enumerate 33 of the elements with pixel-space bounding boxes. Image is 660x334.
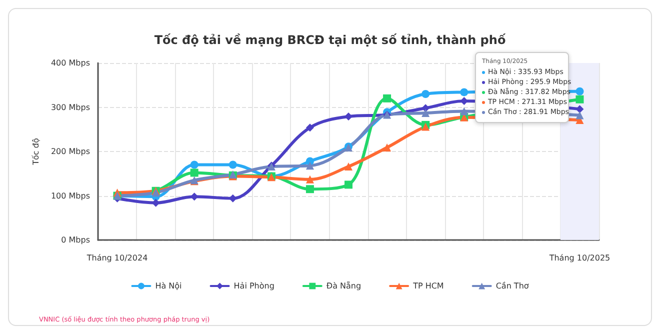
point xyxy=(576,87,584,96)
point xyxy=(306,185,314,194)
point xyxy=(190,168,198,177)
legend-label: Hải Phòng xyxy=(234,282,274,290)
point xyxy=(576,105,584,114)
x-tick-label: Tháng 10/2024 xyxy=(86,254,148,262)
point xyxy=(422,109,430,118)
point xyxy=(460,88,468,96)
point xyxy=(190,160,198,169)
point xyxy=(576,95,584,104)
legend-label: Đà Nẵng xyxy=(326,282,362,290)
chart-title: Tốc độ tải về mạng BRCĐ tại một số tỉnh, thành phố xyxy=(154,33,506,47)
point xyxy=(383,144,392,152)
y-axis-title: Tốc độ xyxy=(32,138,40,166)
point xyxy=(344,112,352,121)
point xyxy=(460,107,468,116)
point xyxy=(344,162,352,171)
point xyxy=(344,180,352,189)
y-tick-label: 100 Mbps xyxy=(50,191,90,200)
legend-label: TP HCM xyxy=(412,282,444,290)
point xyxy=(306,162,314,170)
point xyxy=(383,94,392,102)
point xyxy=(228,160,237,169)
point xyxy=(306,124,314,132)
point xyxy=(306,175,314,184)
y-tick-label: 0 Mbps xyxy=(61,236,90,244)
legend-label: Cần Thơ xyxy=(496,282,529,290)
point xyxy=(422,90,430,98)
point xyxy=(576,111,584,120)
y-tick-label: 200 Mbps xyxy=(50,147,90,156)
y-tick-label: 300 Mbps xyxy=(50,102,90,112)
legend-label: Hà Nội xyxy=(155,282,182,290)
y-tick-label: 400 Mbps xyxy=(50,58,90,68)
